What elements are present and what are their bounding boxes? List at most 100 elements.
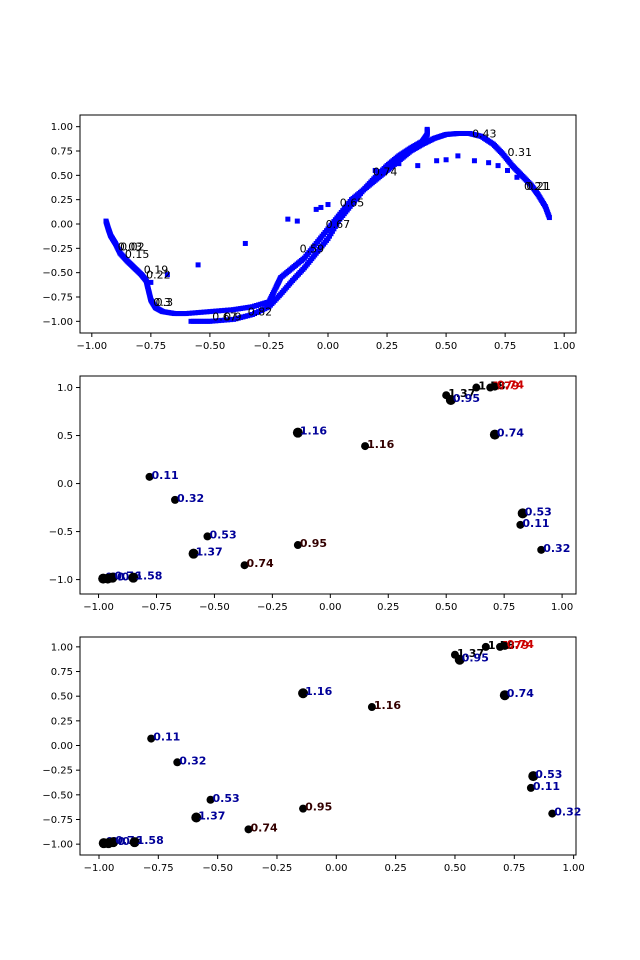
data-point xyxy=(454,654,465,665)
data-point xyxy=(500,641,509,650)
y-tick-label: 0.50 xyxy=(51,171,73,182)
data-label: 0.32 xyxy=(179,754,206,767)
data-point xyxy=(445,395,456,406)
data-label: 1.58 xyxy=(135,570,162,583)
data-label: 0.74 xyxy=(373,165,398,178)
data-label: 0.21 xyxy=(526,180,551,193)
x-tick-label: −1.00 xyxy=(76,341,107,352)
scatter-point xyxy=(372,167,378,173)
x-tick-label: −0.75 xyxy=(143,863,174,874)
curve-point xyxy=(216,318,222,324)
panel-bottom: −1.00 −0.75 −0.50 −0.25 0.00 0.25 0.50 0.75 1.00… xyxy=(42,636,585,874)
data-label: 0.32 xyxy=(177,492,204,505)
x-tick-label: 0.75 xyxy=(493,602,515,613)
x-tick-label: −1.00 xyxy=(83,602,114,613)
data-label: 0.82 xyxy=(248,306,273,319)
data-label: 0.74 xyxy=(507,638,534,651)
x-tick-label: 0.25 xyxy=(376,341,398,352)
x-tick-label: 1.00 xyxy=(551,602,573,613)
curve-point xyxy=(222,307,228,313)
data-label: 1.37 xyxy=(448,387,475,400)
y-tick-label: −0.25 xyxy=(42,766,73,777)
scatter-point xyxy=(148,279,154,285)
data-point xyxy=(499,690,510,701)
data-label: 0.11 xyxy=(152,469,179,482)
scatter-point xyxy=(195,262,201,268)
y-tick-label: −1.00 xyxy=(42,317,73,328)
data-label: 0.95 xyxy=(300,537,327,550)
data-label: 0.11 xyxy=(153,731,180,744)
x-tick-label: −0.25 xyxy=(257,602,288,613)
data-point xyxy=(489,429,500,440)
data-point xyxy=(147,734,156,743)
data-label: 0.32 xyxy=(543,542,570,555)
scatter-point xyxy=(285,216,291,222)
scatter-point xyxy=(318,204,324,210)
curve-point xyxy=(210,318,216,324)
data-point xyxy=(537,545,546,554)
curve-point xyxy=(207,309,213,315)
curve-point xyxy=(213,308,219,314)
data-label: 0.11 xyxy=(522,517,549,530)
y-tick-label: −0.50 xyxy=(42,790,73,801)
data-label: 1.37 xyxy=(457,647,484,660)
x-tick-label: 1.00 xyxy=(553,341,575,352)
data-label: 0.53 xyxy=(209,528,236,541)
axes-frame xyxy=(79,636,577,856)
curve-point xyxy=(183,311,189,317)
data-label: 0.67 xyxy=(212,310,237,323)
curve-point xyxy=(228,317,234,323)
data-label: 1.37 xyxy=(196,546,223,559)
y-tick-label: 0.75 xyxy=(51,147,73,158)
data-label: 0.59 xyxy=(300,242,325,255)
data-point xyxy=(292,427,303,438)
data-label: 0.53 xyxy=(535,768,562,781)
curve-point xyxy=(213,318,219,324)
panel-middle: −1.00 −0.75 −0.50 −0.25 0.00 0.25 0.50 0.75 1.00… xyxy=(49,375,577,613)
data-label: 1.37 xyxy=(198,810,225,823)
data-point xyxy=(206,795,215,804)
data-label: 0.02 xyxy=(120,240,144,253)
data-point xyxy=(361,442,370,451)
x-tick-label: −0.25 xyxy=(262,863,293,874)
data-label: 1.79 xyxy=(492,380,519,393)
x-tick-label: −0.25 xyxy=(254,341,285,352)
curve-point xyxy=(207,318,213,324)
data-label: 0.74 xyxy=(497,427,524,440)
y-tick-label: 0.50 xyxy=(51,692,73,703)
curve-point xyxy=(546,215,552,221)
data-point xyxy=(203,532,212,541)
data-label: 0.74 xyxy=(507,687,534,700)
y-tick-label: 0.0 xyxy=(57,479,73,490)
data-label: 0.74 xyxy=(247,557,274,570)
curve-point xyxy=(210,308,216,314)
scatter-point xyxy=(505,167,511,173)
data-point xyxy=(517,508,528,519)
data-label: 0.9 xyxy=(224,310,242,323)
data-point xyxy=(490,382,499,391)
y-tick-label: −0.75 xyxy=(42,815,73,826)
y-tick-label: 1.0 xyxy=(57,383,73,394)
data-label: 0.22 xyxy=(146,269,171,282)
y-tick-label: 1.00 xyxy=(51,122,73,133)
data-label: 1.16 xyxy=(300,425,327,438)
curve-point xyxy=(228,307,234,313)
x-tick-label: −1.00 xyxy=(84,863,115,874)
x-tick-label: 0.50 xyxy=(435,341,457,352)
data-label: 0.53 xyxy=(213,792,240,805)
x-tick-label: 0.75 xyxy=(503,863,525,874)
curve-point xyxy=(186,310,192,316)
data-label: 0.95 xyxy=(453,392,480,405)
x-tick-label: −0.75 xyxy=(136,341,167,352)
curve-point xyxy=(219,308,225,314)
scatter-point xyxy=(313,206,319,212)
scatter-point xyxy=(242,240,248,246)
scatter-point xyxy=(415,163,421,169)
y-tick-label: −1.00 xyxy=(42,840,73,851)
data-point xyxy=(299,804,308,813)
y-tick-label: 0.5 xyxy=(57,431,73,442)
data-point xyxy=(145,472,154,481)
data-point xyxy=(367,703,376,712)
x-tick-label: 0.50 xyxy=(435,602,457,613)
